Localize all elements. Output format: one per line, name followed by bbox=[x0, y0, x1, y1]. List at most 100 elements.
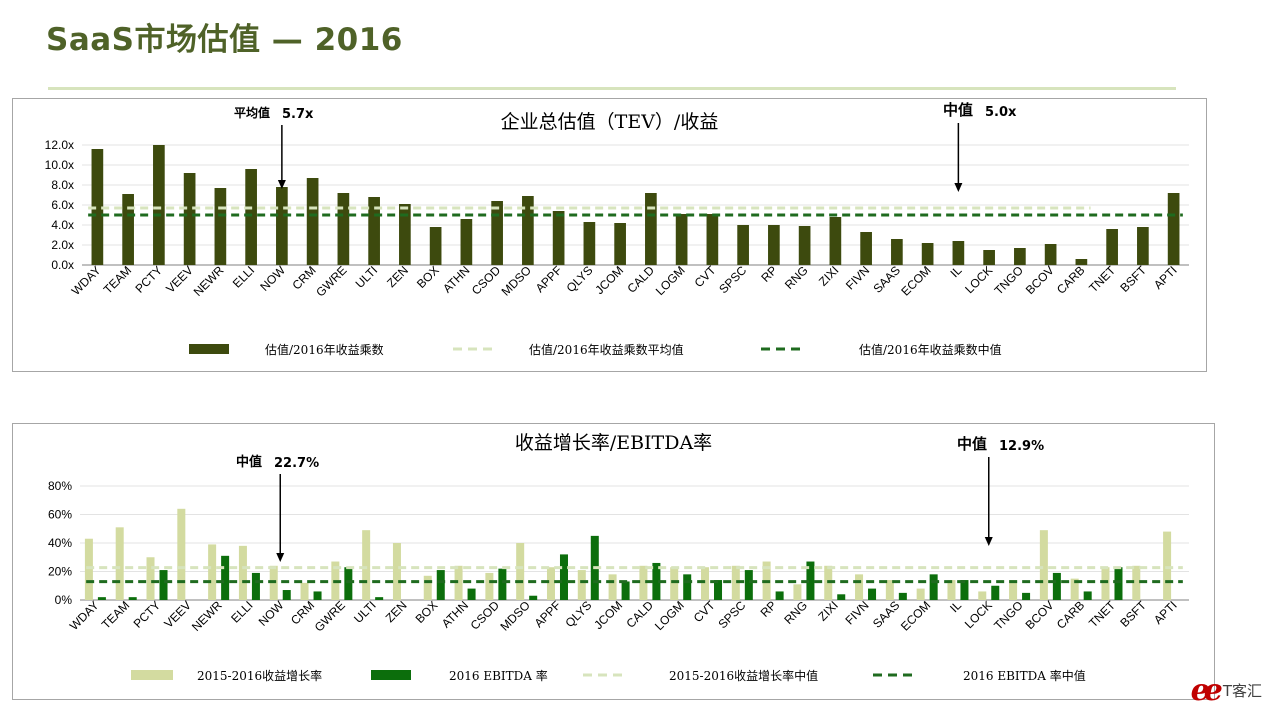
bar bbox=[744, 570, 753, 600]
bar bbox=[577, 570, 586, 600]
x-tick-label: BSFT bbox=[1117, 263, 1149, 295]
x-tick-label: SAAS bbox=[870, 598, 903, 631]
bar bbox=[429, 227, 442, 265]
legend-label: 估值/2016年收益乘数平均值 bbox=[529, 342, 684, 357]
x-tick-label: ZIXI bbox=[816, 263, 841, 288]
x-tick-label: MDSO bbox=[497, 598, 532, 633]
bar bbox=[701, 567, 710, 600]
x-tick-label: SPSC bbox=[715, 598, 748, 631]
bar bbox=[860, 232, 872, 265]
bar bbox=[460, 219, 473, 265]
bar bbox=[522, 196, 534, 265]
bar bbox=[436, 570, 445, 600]
x-tick-label: CVT bbox=[692, 263, 719, 290]
bar bbox=[306, 178, 319, 265]
x-tick-label: ELLI bbox=[230, 263, 257, 290]
x-tick-label: ECOM bbox=[898, 263, 933, 298]
bar bbox=[583, 222, 596, 265]
growth-ebitda-chart-panel: 收益增长率/EBITDA率 0% 20% 40% 60% 80% WDAY TEAM PCTY V… bbox=[12, 423, 1215, 700]
x-tick-label: CARB bbox=[1054, 598, 1087, 631]
x-tick-label: GWRE bbox=[313, 263, 349, 299]
x-tick-label: BCOV bbox=[1023, 598, 1057, 632]
bar bbox=[645, 193, 657, 265]
x-tick-label: LOCK bbox=[962, 263, 995, 296]
bar bbox=[921, 243, 934, 265]
x-tick-label: BCOV bbox=[1023, 263, 1057, 297]
bar bbox=[368, 197, 380, 265]
bar bbox=[399, 204, 411, 265]
legend-label: 2016 EBITDA 率中值 bbox=[963, 668, 1086, 683]
x-tick-label: APPF bbox=[533, 263, 565, 295]
x-tick-label: VEEV bbox=[163, 263, 196, 296]
legend-label: 2015-2016收益增长率 bbox=[197, 668, 322, 683]
x-tick-label: FIVN bbox=[842, 598, 871, 627]
x-tick-label: IL bbox=[948, 263, 965, 280]
x-tick-label: PCTY bbox=[132, 263, 165, 296]
x-tick-label: CSOD bbox=[469, 263, 504, 298]
bar bbox=[159, 570, 168, 600]
bar bbox=[675, 214, 688, 265]
bar bbox=[238, 545, 247, 600]
annotation-label: 平均值 bbox=[234, 105, 270, 120]
bar bbox=[983, 250, 995, 265]
valuation-chart: 企业总估值（TEV）/收益 0.0x 2.0x 4.0x 6.0x 8.0x 10.0x 12… bbox=[45, 101, 1189, 357]
bar bbox=[952, 241, 965, 265]
bar bbox=[221, 555, 230, 600]
x-tick-label: RNG bbox=[781, 598, 810, 627]
x-tick-label: ULTI bbox=[353, 263, 381, 291]
bar bbox=[775, 591, 784, 600]
bar bbox=[91, 149, 104, 265]
bar bbox=[491, 201, 503, 265]
bar bbox=[806, 561, 815, 600]
bar bbox=[885, 580, 894, 600]
annotation-arrow-head bbox=[276, 553, 285, 562]
annotation-arrow-head bbox=[954, 183, 963, 192]
x-tick-label: JCOM bbox=[591, 598, 625, 632]
bar bbox=[454, 565, 463, 600]
bar bbox=[1167, 193, 1180, 265]
y-tick-label: 80% bbox=[48, 479, 72, 493]
x-tick-label: LOGM bbox=[652, 598, 687, 633]
bar bbox=[1052, 572, 1061, 600]
bar bbox=[546, 567, 555, 600]
bar bbox=[1039, 530, 1048, 600]
y-tick-label: 8.0x bbox=[51, 178, 74, 192]
x-tick-label: BOX bbox=[414, 263, 442, 291]
x-tick-label: ATHN bbox=[439, 598, 471, 630]
x-tick-label: QLYS bbox=[564, 263, 596, 295]
y-tick-label: 0.0x bbox=[51, 258, 74, 272]
x-tick-label: APTI bbox=[1151, 263, 1180, 292]
x-tick-label: TNGO bbox=[992, 263, 1026, 297]
annotation-arrow-head bbox=[277, 180, 286, 189]
bar bbox=[855, 574, 864, 600]
x-tick-label: TEAM bbox=[99, 598, 132, 631]
y-tick-label: 10.0x bbox=[45, 158, 74, 172]
bar bbox=[1106, 229, 1118, 265]
bar bbox=[1163, 531, 1172, 600]
bar bbox=[714, 580, 723, 600]
x-tick-label: WDAY bbox=[67, 598, 102, 633]
y-tick-label: 6.0x bbox=[51, 198, 74, 212]
x-tick-label: CSOD bbox=[468, 598, 503, 633]
x-tick-label: SPSC bbox=[716, 263, 749, 296]
legend-label: 估值/2016年收益乘数 bbox=[265, 342, 384, 357]
annotation-label: 中值 bbox=[943, 101, 973, 119]
bar bbox=[608, 574, 617, 600]
x-tick-label: ZEN bbox=[383, 598, 410, 625]
x-tick-label: CALD bbox=[624, 263, 657, 296]
bar bbox=[621, 581, 630, 600]
chart-title: 收益增长率/EBITDA率 bbox=[515, 432, 712, 454]
x-tick-label: APPF bbox=[532, 598, 564, 630]
bar bbox=[183, 173, 196, 265]
y-tick-label: 2.0x bbox=[51, 238, 74, 252]
bar bbox=[251, 572, 260, 600]
x-tick-label: NOW bbox=[256, 598, 287, 629]
bar bbox=[829, 217, 842, 265]
bar bbox=[153, 145, 165, 265]
x-tick-label: JCOM bbox=[592, 263, 626, 297]
x-tick-label: ULTI bbox=[351, 598, 379, 626]
bar bbox=[122, 194, 134, 265]
y-tick-label: 60% bbox=[48, 508, 72, 522]
annotation-value: 12.9% bbox=[999, 439, 1044, 454]
annotation-label: 中值 bbox=[957, 435, 987, 453]
